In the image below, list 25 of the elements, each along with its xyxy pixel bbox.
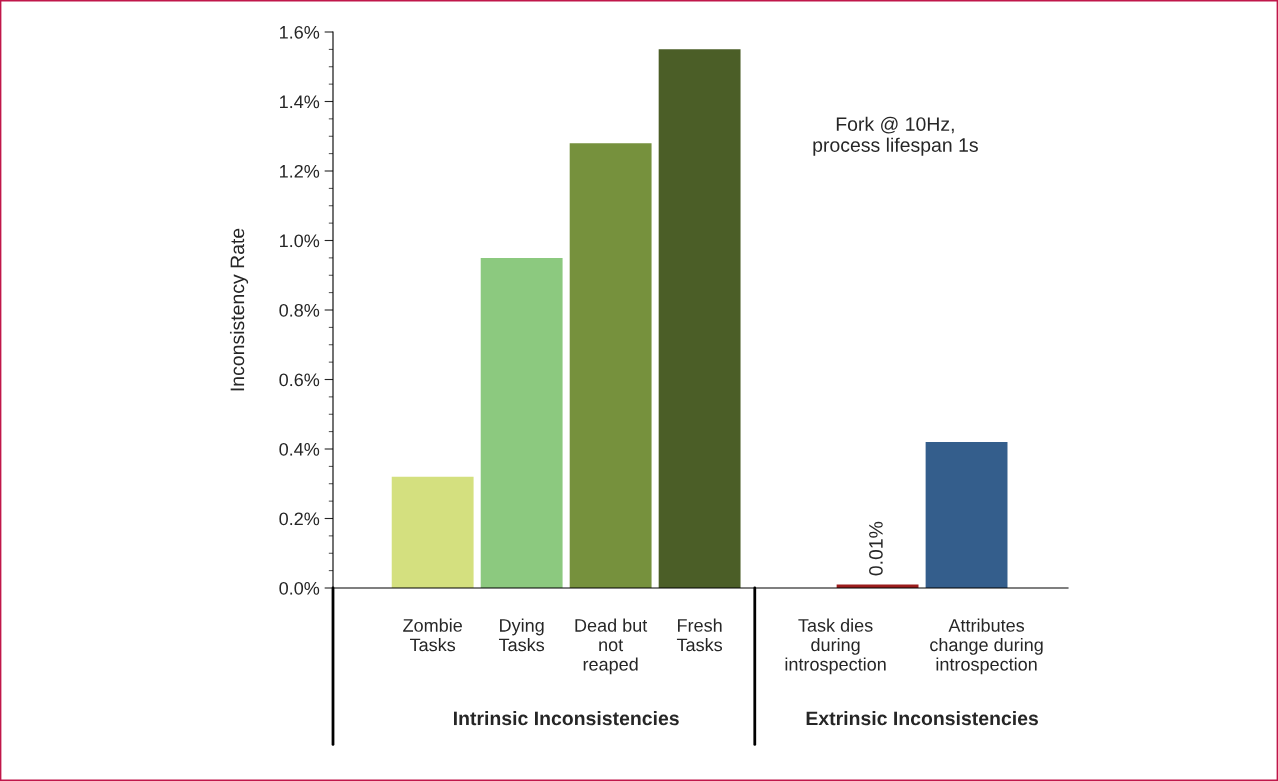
x-tick-label: Task dies during introspection — [785, 618, 886, 675]
bar — [569, 143, 652, 588]
bar — [925, 442, 1008, 588]
y-tick-label: 0.2% — [279, 512, 320, 526]
y-axis-title: Inconsistency Rate — [229, 228, 249, 391]
x-tick-label: Attributes change during introspection — [930, 618, 1043, 675]
y-tick-label: 1.2% — [280, 164, 320, 178]
y-tick-label: 1.6% — [280, 25, 320, 39]
y-tick-label: 1.4% — [280, 95, 320, 109]
bar — [480, 257, 563, 588]
text: Extrinsic Inconsistencies — [806, 710, 1038, 726]
x-tick-label: Dead but not reaped — [575, 618, 648, 675]
data-label: 0.01% — [869, 521, 883, 576]
x-tick-label: Zombie Tasks — [403, 618, 462, 652]
y-tick-label: 0.6% — [279, 373, 320, 387]
y-tick-label: 0.4% — [279, 442, 320, 456]
bar — [391, 476, 474, 588]
x-tick-label: Dying Tasks — [498, 618, 545, 652]
y-tick-label: 1.0% — [280, 234, 320, 248]
y-tick-label: 0.8% — [279, 303, 320, 317]
text: Intrinsic Inconsistencies — [453, 710, 679, 726]
bar — [658, 49, 741, 588]
annotation: Fork @ 10Hz, process lifespan 1s — [813, 116, 978, 156]
y-tick-label: 0.0% — [279, 581, 320, 595]
x-tick-label: Fresh Tasks — [676, 618, 723, 652]
